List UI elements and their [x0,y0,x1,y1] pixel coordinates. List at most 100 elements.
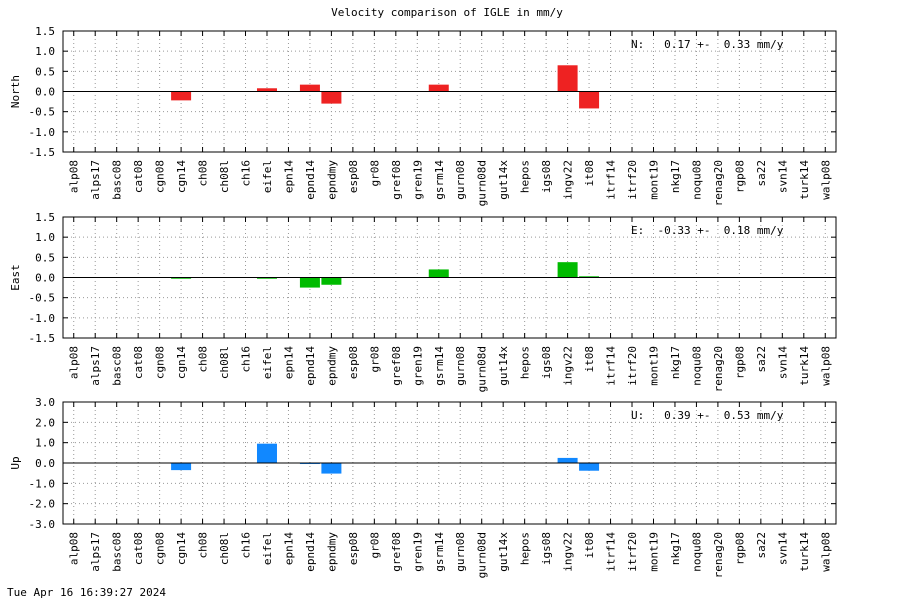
x-tick-label: gren19 [411,160,424,200]
x-tick-label: cgn14 [175,346,188,379]
x-tick-label: cat08 [132,160,145,193]
x-tick-label: cgn08 [154,532,167,565]
x-tick-label: ch16 [240,532,253,559]
x-tick-label: gr08 [368,346,381,373]
x-tick-label: rgp08 [733,346,746,379]
x-tick-label: ch08 [197,346,210,373]
x-tick-label: ch08 [197,160,210,187]
x-tick-label: svn14 [776,346,789,379]
y-tick-label: -0.5 [29,106,56,119]
x-tick-label: itrf14 [605,532,618,572]
y-tick-label: 0.0 [35,457,55,470]
x-tick-label: renag20 [712,532,725,578]
y-tick-label: -1.0 [29,312,56,325]
x-tick-label: renag20 [712,160,725,206]
x-tick-label: gurn08 [454,532,467,572]
x-tick-label: ch08l [218,160,231,193]
x-tick-label: gr08 [368,160,381,187]
x-tick-label: walp08 [819,532,832,572]
chart-title: Velocity comparison of IGLE in mm/y [331,6,563,19]
bar-eifel [256,443,277,463]
x-tick-label: it08 [583,532,596,559]
bar-epnd14 [299,463,320,465]
x-tick-label: noqu08 [690,532,703,572]
y-tick-label: -1.0 [29,477,56,490]
x-tick-label: ch08l [218,532,231,565]
y-tick-label: -2.0 [29,498,56,511]
x-tick-label: alps17 [89,346,102,386]
x-tick-label: mont19 [647,346,660,386]
x-tick-label: gref08 [390,346,403,386]
x-tick-label: cgn14 [175,160,188,193]
bar-epnd14 [299,277,320,288]
bar-gsrm14 [428,84,449,92]
x-tick-label: gurn08d [476,160,489,206]
x-tick-label: cat08 [132,346,145,379]
x-tick-label: ch08l [218,346,231,379]
x-tick-label: gsrm14 [433,346,446,386]
x-tick-label: esp08 [347,346,360,379]
bar-ingv22 [557,457,578,463]
x-tick-label: noqu08 [690,160,703,200]
x-tick-label: walp08 [819,160,832,200]
x-tick-label: epnd14 [304,160,317,200]
y-tick-label: 1.0 [35,231,55,244]
y-tick-label: 2.0 [35,416,55,429]
x-tick-label: svn14 [776,532,789,565]
panel-north: 1.5 1.0 0.5 0.0 -0.5 -1.0 -1.5 alp08 alps17 basc0… [9,25,837,206]
x-tick-label: gurn08d [476,346,489,392]
x-tick-label: epn14 [282,346,295,379]
x-tick-label: cgn14 [175,532,188,565]
x-tick-label: mont19 [647,160,660,200]
panel-east: 1.5 1.0 0.5 0.0 -0.5 -1.0 -1.5 alp08 alps17 basc0… [9,211,837,392]
x-tick-label: turk14 [798,532,811,572]
x-tick-label: cat08 [132,532,145,565]
bar-cgn14 [171,91,192,101]
x-tick-label: epnd14 [304,346,317,386]
y-tick-label: 0.0 [35,86,55,99]
bar-epndmy [321,277,342,285]
bar-ingv22 [557,65,578,92]
bar-epnd14 [299,84,320,92]
bar-gsrm14 [428,269,449,278]
y-tick-label: 1.5 [35,25,55,38]
bar-epndmy [321,91,342,104]
x-tick-label: turk14 [798,160,811,200]
x-tick-label: epndmy [325,160,338,200]
y-axis-label: Up [9,456,22,469]
x-tick-label: renag20 [712,346,725,392]
y-tick-label: -3.0 [29,518,56,531]
x-tick-label: gut14x [497,532,510,572]
x-tick-label: gut14x [497,346,510,386]
x-tick-label: mont19 [647,532,660,572]
x-tick-label: ingv22 [562,160,575,200]
x-tick-label: gurn08 [454,346,467,386]
x-tick-label: eifel [261,346,274,379]
x-tick-label: rgp08 [733,532,746,565]
x-tick-label: epndmy [325,532,338,572]
x-tick-label: igs08 [540,346,553,379]
x-tick-label: ch08 [197,532,210,559]
bar-it08 [579,91,600,109]
x-tick-label: hepos [519,346,532,379]
y-tick-label: -1.5 [29,332,56,345]
y-axis-label: North [9,75,22,108]
x-tick-label: gut14x [497,160,510,200]
x-tick-label: alp08 [68,160,81,193]
x-tick-label: rgp08 [733,160,746,193]
y-tick-label: 0.0 [35,272,55,285]
x-tick-label: it08 [583,346,596,373]
y-tick-label: -0.5 [29,292,56,305]
x-tick-label: svn14 [776,160,789,193]
y-tick-label: -1.5 [29,146,56,159]
bar-eifel [256,277,277,279]
bar-epndmy [321,463,342,474]
bar-cgn14 [171,463,192,471]
x-tick-label: cgn08 [154,346,167,379]
x-tick-label: epn14 [282,160,295,193]
x-tick-label: itrf20 [626,346,639,386]
x-tick-label: gren19 [411,346,424,386]
x-tick-label: itrf20 [626,532,639,572]
